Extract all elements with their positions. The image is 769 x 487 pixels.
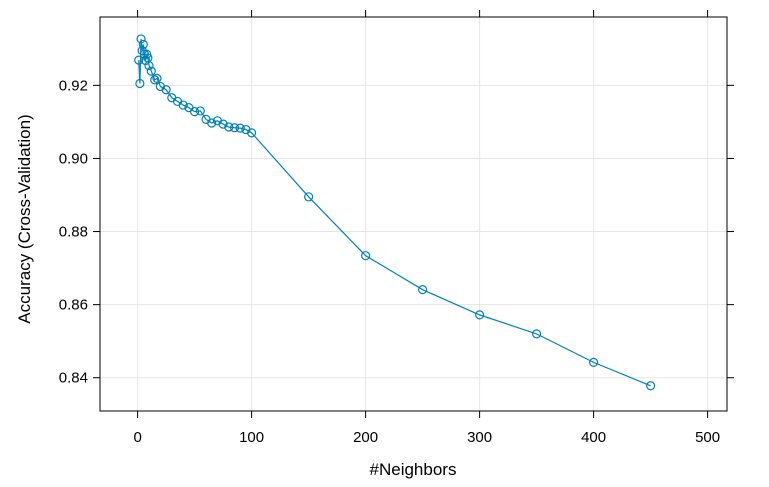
data-point (646, 381, 656, 391)
grid-lines (100, 17, 727, 411)
data-point (161, 85, 171, 95)
y-tick-label: 0.88 (59, 224, 88, 241)
y-tick-label: 0.90 (59, 150, 88, 167)
data-point (135, 78, 145, 89)
x-tick-label: 300 (467, 429, 492, 446)
y-tick-label: 0.84 (59, 370, 88, 387)
data-point (361, 251, 371, 261)
data-point (138, 39, 148, 50)
plot-frame (99, 16, 728, 412)
data-point (190, 107, 200, 117)
x-tick-label: 0 (133, 429, 141, 446)
data-point (218, 119, 228, 129)
data-point (589, 357, 599, 367)
y-tick-label: 0.86 (59, 297, 88, 314)
data-point (304, 192, 314, 202)
data-point (418, 285, 428, 295)
x-axis-title: #Neighbors (370, 460, 457, 479)
axis-ticks: 0 100 200 300 400 500 0.84 0.86 0.88 0.90 0.92 (59, 10, 734, 446)
series-layer (134, 34, 656, 391)
x-tick-label: 500 (695, 429, 720, 446)
data-point (247, 128, 257, 138)
x-tick-label: 200 (353, 429, 378, 446)
series-line (138, 38, 651, 387)
x-tick-label: 100 (239, 429, 264, 446)
data-point (224, 122, 234, 132)
data-point (235, 123, 245, 133)
data-point (134, 55, 144, 65)
data-point (146, 66, 156, 76)
data-point (207, 118, 217, 128)
data-point (144, 61, 154, 71)
data-point (136, 34, 146, 44)
data-point (229, 123, 240, 133)
x-tick-label: 400 (581, 429, 606, 446)
data-point (475, 310, 485, 320)
y-axis-title: Accuracy (Cross-Validation) (15, 114, 34, 323)
y-tick-label: 0.92 (59, 77, 88, 94)
data-point (142, 49, 152, 59)
data-point (178, 100, 188, 110)
data-point (152, 73, 162, 84)
data-point (532, 329, 542, 339)
data-point (150, 75, 160, 85)
data-point (195, 106, 205, 116)
